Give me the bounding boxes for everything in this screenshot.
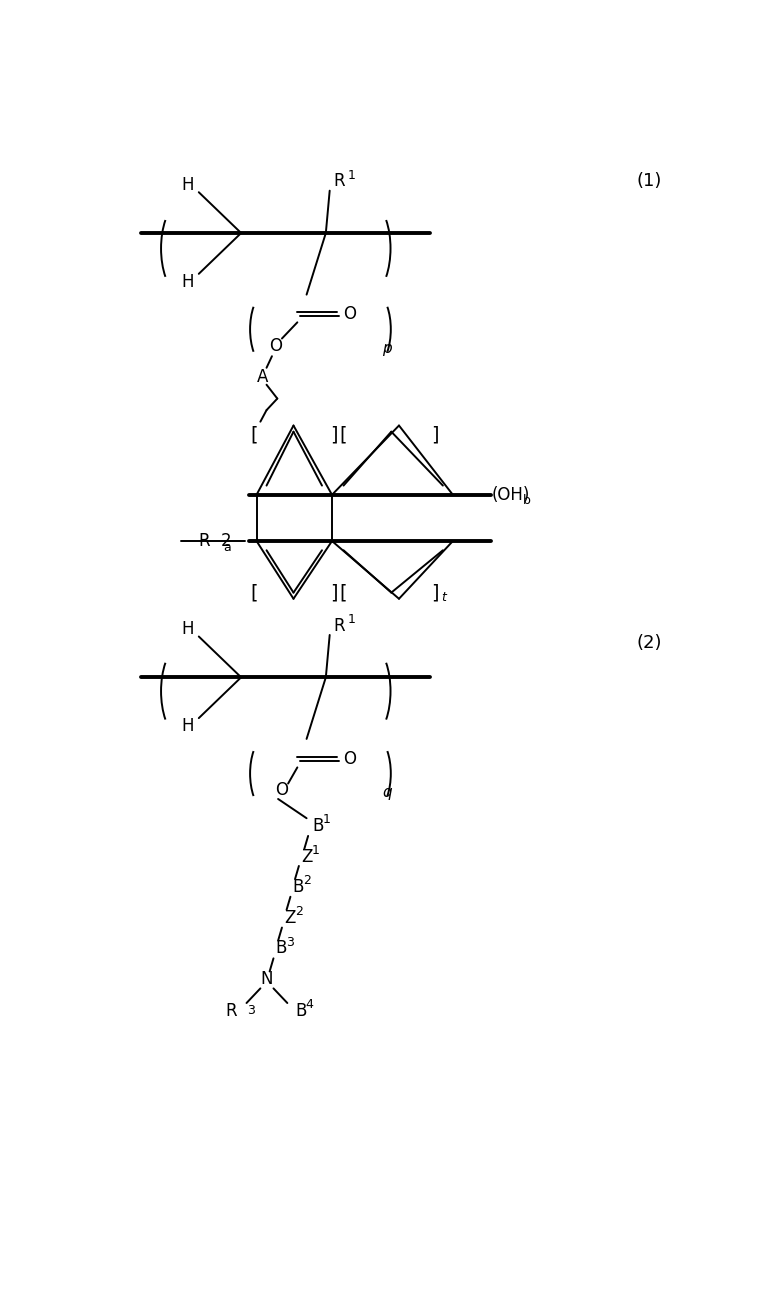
Text: H: H — [181, 176, 194, 193]
Text: q: q — [382, 785, 392, 801]
Text: (1): (1) — [636, 172, 662, 190]
Text: R: R — [334, 172, 345, 190]
Text: ]: ] — [431, 583, 439, 603]
Text: 2: 2 — [295, 905, 303, 918]
Text: 1: 1 — [323, 813, 330, 826]
Text: Z: Z — [284, 909, 296, 927]
Text: O: O — [269, 337, 283, 356]
Text: H: H — [181, 717, 194, 735]
Text: 2: 2 — [303, 874, 311, 888]
Text: H: H — [181, 620, 194, 638]
Text: 3: 3 — [286, 936, 294, 949]
Text: 1: 1 — [348, 613, 355, 626]
Text: B: B — [312, 817, 324, 835]
Text: (OH): (OH) — [491, 486, 529, 504]
Text: [: [ — [340, 425, 348, 444]
Text: 2: 2 — [221, 532, 231, 550]
Text: ]: ] — [330, 425, 337, 444]
Text: b: b — [523, 495, 531, 508]
Text: Z: Z — [301, 848, 313, 865]
Text: B: B — [293, 878, 304, 895]
Text: B: B — [276, 939, 287, 957]
Text: R: R — [334, 617, 345, 634]
Text: ]: ] — [330, 583, 337, 603]
Text: O: O — [276, 781, 289, 798]
Text: [: [ — [251, 583, 258, 603]
Text: [: [ — [340, 583, 348, 603]
Text: ]: ] — [431, 425, 439, 444]
Text: (2): (2) — [636, 634, 662, 651]
Text: 3: 3 — [248, 1004, 255, 1018]
Text: O: O — [343, 750, 356, 768]
Text: A: A — [257, 368, 269, 386]
Text: 4: 4 — [306, 998, 313, 1011]
Text: H: H — [181, 273, 194, 290]
Text: 1: 1 — [348, 169, 355, 181]
Text: 1: 1 — [312, 844, 320, 857]
Text: R: R — [226, 1002, 238, 1020]
Text: t: t — [441, 591, 446, 604]
Text: R: R — [199, 532, 211, 550]
Text: [: [ — [251, 425, 258, 444]
Text: N: N — [260, 970, 272, 989]
Text: a: a — [224, 541, 231, 554]
Text: O: O — [343, 305, 356, 323]
Text: B: B — [295, 1002, 307, 1020]
Text: p: p — [382, 341, 392, 356]
